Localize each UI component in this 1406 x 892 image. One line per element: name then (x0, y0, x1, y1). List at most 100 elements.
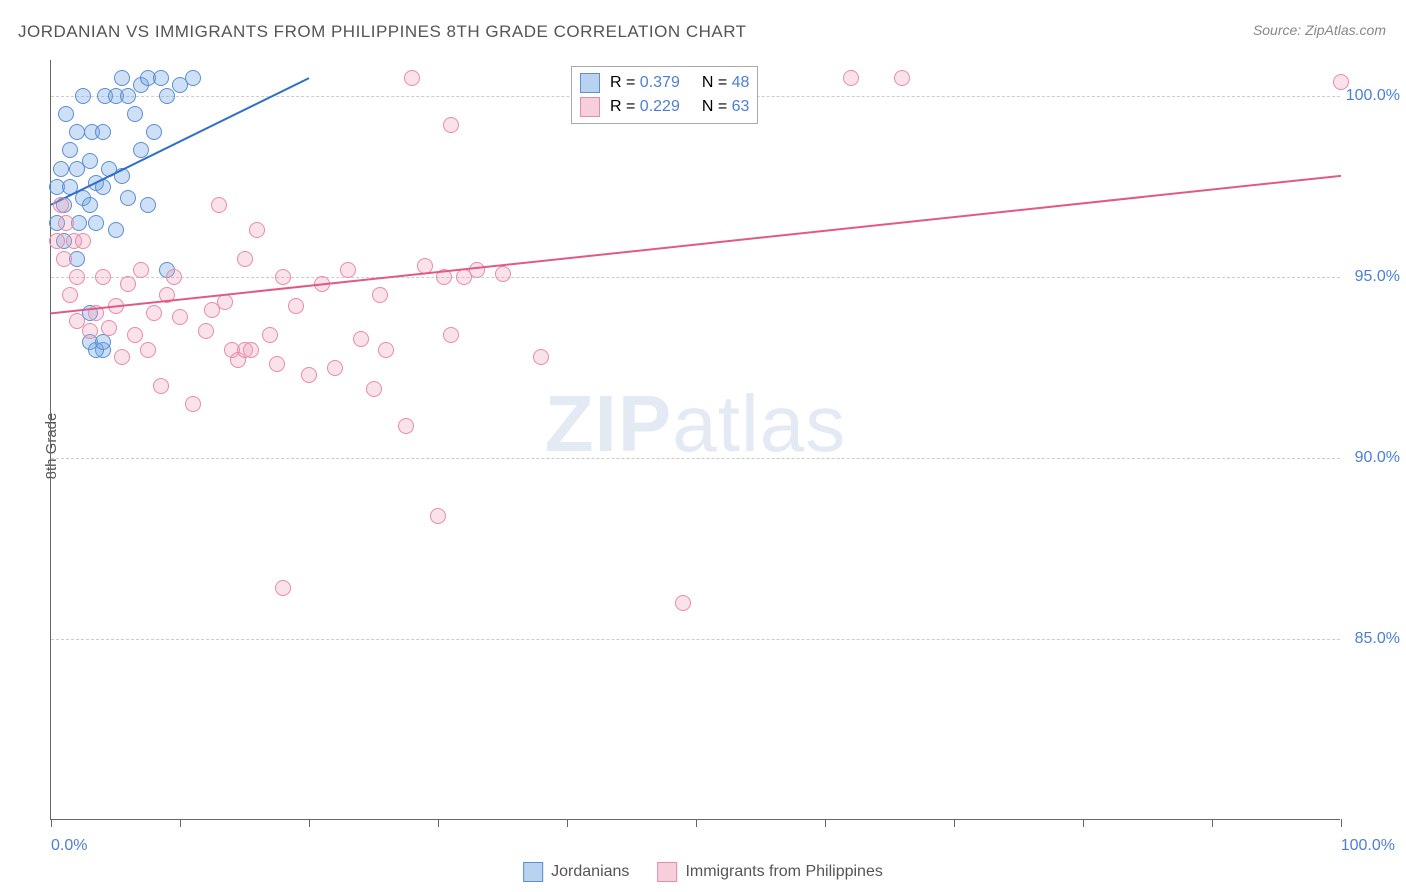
xtick (309, 819, 310, 827)
swatch-blue (523, 862, 543, 882)
ytick-label: 90.0% (1355, 449, 1400, 467)
data-point (82, 197, 98, 213)
xtick (1341, 819, 1342, 827)
data-point (95, 269, 111, 285)
legend-row: R = 0.229N = 63 (580, 95, 749, 119)
plot-area: ZIPatlas 85.0%90.0%95.0%100.0%0.0%100.0%… (50, 60, 1340, 820)
xtick (438, 819, 439, 827)
legend-row: R = 0.379N = 48 (580, 71, 749, 95)
xtick (51, 819, 52, 827)
data-point (159, 287, 175, 303)
data-point (146, 124, 162, 140)
data-point (62, 142, 78, 158)
data-point (275, 580, 291, 596)
data-point (114, 168, 130, 184)
trendline (51, 60, 1341, 820)
data-point (58, 215, 74, 231)
data-point (114, 349, 130, 365)
data-point (443, 327, 459, 343)
data-point (53, 161, 69, 177)
data-point (314, 276, 330, 292)
data-point (217, 294, 233, 310)
data-point (372, 287, 388, 303)
data-point (327, 360, 343, 376)
data-point (82, 323, 98, 339)
xtick (954, 819, 955, 827)
swatch-pink (657, 862, 677, 882)
data-point (237, 251, 253, 267)
swatch-pink (580, 97, 600, 117)
data-point (262, 327, 278, 343)
chart-container: JORDANIAN VS IMMIGRANTS FROM PHILIPPINES… (0, 0, 1406, 892)
data-point (469, 262, 485, 278)
xtick-label-last: 100.0% (1341, 837, 1395, 855)
data-point (417, 258, 433, 274)
data-point (108, 298, 124, 314)
data-point (198, 323, 214, 339)
source-label: Source: ZipAtlas.com (1253, 22, 1386, 38)
xtick-label-first: 0.0% (51, 837, 87, 855)
data-point (1333, 74, 1349, 90)
data-point (62, 287, 78, 303)
data-point (172, 309, 188, 325)
data-point (120, 88, 136, 104)
bottom-legend: Jordanians Immigrants from Philippines (523, 862, 883, 882)
data-point (88, 305, 104, 321)
data-point (140, 342, 156, 358)
xtick (825, 819, 826, 827)
data-point (843, 70, 859, 86)
ytick-label: 100.0% (1346, 87, 1400, 105)
data-point (88, 215, 104, 231)
data-point (430, 508, 446, 524)
data-point (146, 305, 162, 321)
data-point (288, 298, 304, 314)
data-point (185, 396, 201, 412)
xtick (180, 819, 181, 827)
data-point (153, 70, 169, 86)
data-point (69, 124, 85, 140)
data-point (58, 106, 74, 122)
data-point (127, 327, 143, 343)
n-label: N = 48 (702, 74, 750, 92)
data-point (56, 251, 72, 267)
data-point (301, 367, 317, 383)
data-point (49, 233, 65, 249)
data-point (533, 349, 549, 365)
data-point (120, 276, 136, 292)
legend-top: R = 0.379N = 48R = 0.229N = 63 (571, 66, 758, 124)
data-point (353, 331, 369, 347)
xtick (567, 819, 568, 827)
data-point (398, 418, 414, 434)
xtick (1212, 819, 1213, 827)
data-point (378, 342, 394, 358)
xtick (1083, 819, 1084, 827)
data-point (366, 381, 382, 397)
data-point (69, 269, 85, 285)
data-point (211, 197, 227, 213)
data-point (675, 595, 691, 611)
data-point (75, 88, 91, 104)
data-point (120, 190, 136, 206)
legend-label: Immigrants from Philippines (685, 863, 882, 881)
gridline (51, 277, 1340, 278)
data-point (185, 70, 201, 86)
legend-item-philippines: Immigrants from Philippines (657, 862, 882, 882)
watermark: ZIPatlas (545, 378, 846, 470)
data-point (436, 269, 452, 285)
data-point (95, 179, 111, 195)
data-point (269, 356, 285, 372)
data-point (140, 197, 156, 213)
data-point (249, 222, 265, 238)
data-point (133, 262, 149, 278)
data-point (53, 197, 69, 213)
data-point (95, 334, 111, 350)
trendline (51, 60, 1341, 820)
data-point (166, 269, 182, 285)
legend-label: Jordanians (551, 863, 629, 881)
data-point (95, 124, 111, 140)
xtick (696, 819, 697, 827)
swatch-blue (580, 73, 600, 93)
data-point (127, 106, 143, 122)
chart-title: JORDANIAN VS IMMIGRANTS FROM PHILIPPINES… (18, 22, 747, 42)
gridline (51, 639, 1340, 640)
